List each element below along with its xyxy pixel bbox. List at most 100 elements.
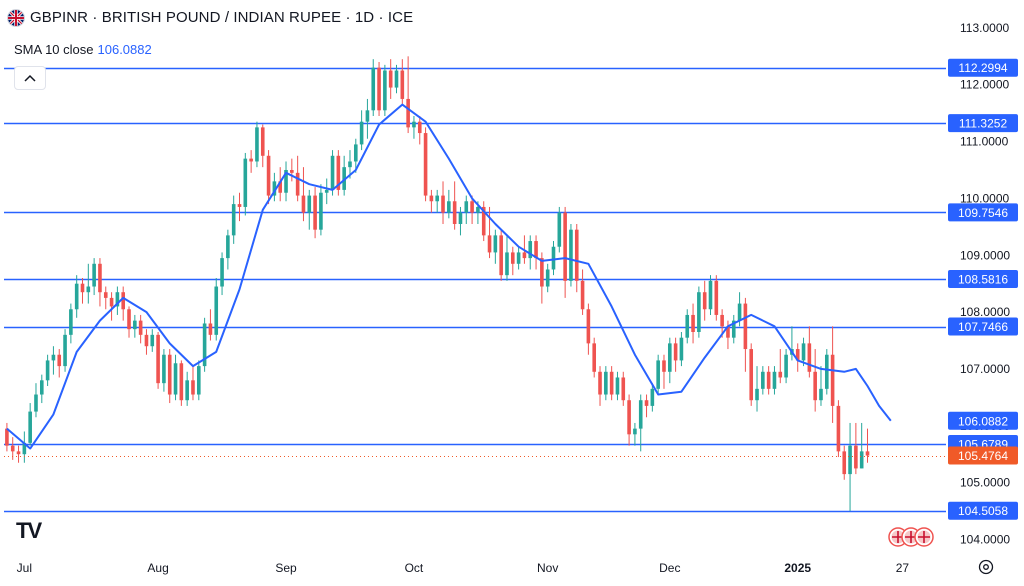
candle-body bbox=[138, 320, 143, 335]
candle bbox=[644, 394, 649, 418]
candle-body bbox=[348, 161, 352, 168]
candle bbox=[231, 195, 236, 244]
level-price-label-box bbox=[948, 317, 1018, 336]
candles bbox=[5, 56, 870, 512]
candle bbox=[679, 332, 684, 367]
tradingview-logo[interactable]: TV bbox=[16, 518, 42, 543]
candle bbox=[604, 366, 608, 401]
candle bbox=[92, 258, 96, 296]
candle bbox=[57, 349, 62, 378]
candle-body bbox=[319, 192, 323, 230]
candle bbox=[528, 235, 533, 270]
candle bbox=[685, 309, 690, 344]
candle bbox=[307, 189, 312, 230]
sma-line bbox=[6, 103, 892, 450]
candle bbox=[470, 195, 474, 224]
candle bbox=[266, 150, 271, 205]
candle-body bbox=[656, 360, 660, 389]
time-axis[interactable]: Jul Aug Sep Oct Nov Dec 2025 27 bbox=[17, 561, 910, 575]
candle-body bbox=[278, 181, 283, 193]
candle bbox=[342, 155, 346, 196]
symbol-title[interactable]: GBPINR · BRITISH POUND / INDIAN RUPEE · … bbox=[30, 9, 414, 26]
candle bbox=[394, 64, 399, 94]
collapse-legend-button[interactable] bbox=[14, 66, 46, 90]
candle bbox=[557, 206, 562, 253]
candle-body bbox=[731, 320, 736, 338]
candle-body bbox=[371, 67, 376, 111]
candle bbox=[755, 366, 759, 412]
candle bbox=[638, 394, 643, 452]
candle bbox=[406, 56, 410, 134]
event-flag-cross bbox=[918, 531, 930, 543]
gear-icon[interactable] bbox=[976, 557, 996, 577]
candle bbox=[144, 329, 149, 355]
candle bbox=[586, 303, 591, 355]
candle bbox=[214, 278, 219, 341]
candle bbox=[447, 189, 451, 219]
candle-body bbox=[854, 445, 858, 469]
candle-body bbox=[685, 314, 690, 338]
candle-body bbox=[516, 252, 521, 264]
time-tick-label: 27 bbox=[896, 561, 910, 575]
candle-body bbox=[691, 314, 695, 332]
event-flag-icon[interactable] bbox=[914, 527, 934, 547]
candle bbox=[179, 360, 184, 406]
candle bbox=[98, 258, 102, 307]
level-price-label-box bbox=[948, 501, 1018, 520]
candle-body bbox=[406, 98, 410, 128]
candle-body bbox=[522, 252, 527, 259]
candle bbox=[284, 161, 288, 202]
candle bbox=[167, 349, 172, 404]
candle-body bbox=[540, 258, 544, 287]
candle-body bbox=[697, 292, 701, 332]
sma-legend[interactable]: SMA 10 close 106.0882 bbox=[14, 42, 152, 57]
candle-body bbox=[720, 314, 724, 327]
level-price-label-text: 108.5816 bbox=[958, 273, 1008, 287]
candle bbox=[202, 317, 207, 372]
sma-price-label-text: 106.0882 bbox=[958, 414, 1008, 428]
candle-body bbox=[51, 354, 56, 361]
candle-body bbox=[528, 241, 533, 259]
candle bbox=[516, 246, 521, 270]
candle-body bbox=[749, 349, 754, 401]
candle-body bbox=[615, 377, 620, 395]
candle-body bbox=[865, 451, 870, 456]
candle-body bbox=[144, 334, 149, 347]
price-axis[interactable]: 113.0000 112.0000 111.0000 110.0000 109.0000… bbox=[960, 21, 1010, 547]
time-tick-label: Aug bbox=[147, 561, 168, 575]
candle bbox=[290, 158, 294, 182]
candle-body bbox=[330, 155, 335, 190]
candle-body bbox=[226, 235, 230, 259]
candle bbox=[772, 366, 777, 395]
candle bbox=[836, 400, 841, 458]
candle-body bbox=[778, 371, 783, 378]
candle bbox=[609, 366, 614, 401]
candle-body bbox=[237, 204, 242, 207]
price-tick-label: 110.0000 bbox=[960, 191, 1009, 205]
candle-body bbox=[429, 195, 434, 202]
candle bbox=[534, 235, 538, 270]
candle bbox=[226, 229, 230, 270]
candle-body bbox=[604, 371, 608, 395]
candle-body bbox=[836, 405, 841, 452]
candle-body bbox=[737, 303, 742, 321]
candle-body bbox=[57, 354, 62, 367]
candle bbox=[220, 252, 224, 296]
candle-body bbox=[150, 334, 155, 347]
candle bbox=[330, 150, 335, 196]
candle bbox=[127, 306, 131, 338]
candle-body bbox=[726, 326, 730, 338]
level-price-label: 111.3252 bbox=[948, 114, 1018, 133]
candle bbox=[551, 241, 556, 276]
candle bbox=[667, 337, 672, 384]
candle bbox=[301, 167, 306, 222]
candle-body bbox=[493, 235, 498, 253]
candle-body bbox=[743, 303, 748, 350]
candle bbox=[505, 235, 509, 281]
candle-body bbox=[202, 323, 207, 367]
candle bbox=[499, 229, 503, 281]
event-flags[interactable] bbox=[888, 527, 934, 547]
candle bbox=[510, 246, 515, 276]
candle-body bbox=[231, 204, 236, 236]
